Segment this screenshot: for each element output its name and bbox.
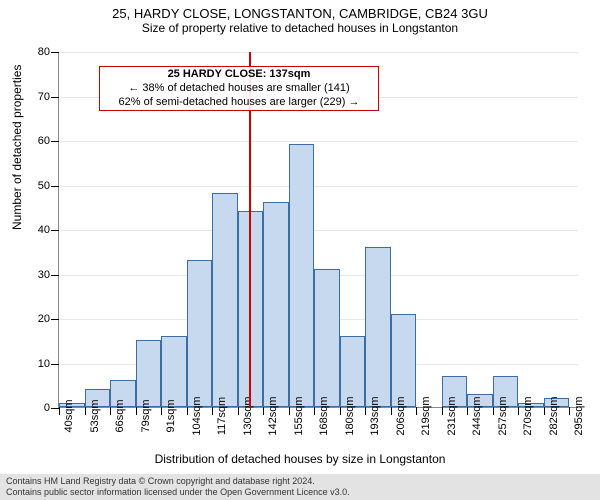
y-tick-label: 20 — [38, 313, 50, 325]
y-tick — [51, 319, 59, 320]
x-tick-label: 168sqm — [318, 396, 330, 435]
x-tick-label: 270sqm — [522, 396, 534, 435]
x-tick — [442, 407, 443, 415]
histogram-bar — [263, 202, 289, 407]
x-tick — [314, 407, 315, 415]
x-tick-label: 206sqm — [395, 396, 407, 435]
y-tick — [51, 230, 59, 231]
x-tick-label: 155sqm — [293, 396, 305, 435]
x-tick — [569, 407, 570, 415]
x-tick-label: 104sqm — [191, 396, 203, 435]
x-tick-label: 91sqm — [165, 399, 177, 432]
x-tick-label: 231sqm — [446, 396, 458, 435]
x-tick-label: 295sqm — [573, 396, 585, 435]
x-tick — [161, 407, 162, 415]
x-tick — [136, 407, 137, 415]
gridline — [59, 141, 578, 142]
histogram-bar — [314, 269, 340, 407]
x-tick — [467, 407, 468, 415]
x-tick — [340, 407, 341, 415]
y-tick — [51, 141, 59, 142]
y-tick-label: 60 — [38, 135, 50, 147]
x-tick-label: 257sqm — [497, 396, 509, 435]
x-tick-label: 130sqm — [242, 396, 254, 435]
y-tick — [51, 97, 59, 98]
histogram-bar — [187, 260, 213, 407]
histogram-bar — [136, 340, 162, 407]
x-tick-label: 117sqm — [216, 397, 228, 435]
x-tick — [238, 407, 239, 415]
info-line-larger: 62% of semi-detached houses are larger (… — [104, 96, 374, 110]
y-tick-label: 80 — [38, 46, 50, 58]
gridline — [59, 52, 578, 53]
chart-area: 0102030405060708040sqm53sqm66sqm79sqm91s… — [58, 52, 578, 408]
y-tick-label: 10 — [38, 358, 50, 370]
x-tick — [416, 407, 417, 415]
x-tick — [263, 407, 264, 415]
y-tick — [51, 52, 59, 53]
y-tick-label: 0 — [44, 402, 50, 414]
footer-line-2: Contains public sector information licen… — [6, 487, 594, 498]
y-axis-title: Number of detached properties — [10, 65, 24, 230]
x-tick-label: 142sqm — [267, 396, 279, 435]
x-tick — [187, 407, 188, 415]
chart-subtitle: Size of property relative to detached ho… — [0, 21, 600, 35]
y-tick — [51, 408, 59, 409]
x-tick-label: 66sqm — [114, 399, 126, 432]
histogram-bar — [161, 336, 187, 407]
x-tick-label: 180sqm — [344, 396, 356, 435]
histogram-bar — [391, 314, 417, 407]
y-tick — [51, 275, 59, 276]
y-tick — [51, 364, 59, 365]
chart-header: 25, HARDY CLOSE, LONGSTANTON, CAMBRIDGE,… — [0, 0, 600, 35]
info-line-subject: 25 HARDY CLOSE: 137sqm — [104, 68, 374, 82]
info-line-smaller: ← 38% of detached houses are smaller (14… — [104, 82, 374, 96]
x-tick — [518, 407, 519, 415]
x-tick-label: 53sqm — [89, 399, 101, 432]
gridline — [59, 186, 578, 187]
gridline — [59, 230, 578, 231]
x-tick-label: 79sqm — [140, 399, 152, 432]
histogram-bar — [212, 193, 238, 407]
x-tick — [212, 407, 213, 415]
x-tick-label: 282sqm — [548, 396, 560, 435]
histogram-bar — [365, 247, 391, 407]
footer-line-1: Contains HM Land Registry data © Crown c… — [6, 476, 594, 487]
x-tick-label: 40sqm — [63, 399, 75, 432]
x-tick — [391, 407, 392, 415]
x-tick-label: 219sqm — [420, 396, 432, 435]
x-tick — [365, 407, 366, 415]
x-tick-label: 193sqm — [369, 396, 381, 435]
x-tick — [493, 407, 494, 415]
y-tick-label: 40 — [38, 224, 50, 236]
x-tick — [544, 407, 545, 415]
y-tick-label: 30 — [38, 269, 50, 281]
info-box: 25 HARDY CLOSE: 137sqm ← 38% of detached… — [99, 66, 379, 111]
x-tick — [59, 407, 60, 415]
y-tick-label: 50 — [38, 180, 50, 192]
x-tick — [110, 407, 111, 415]
chart-title: 25, HARDY CLOSE, LONGSTANTON, CAMBRIDGE,… — [0, 6, 600, 21]
x-tick — [85, 407, 86, 415]
x-tick-label: 244sqm — [471, 396, 483, 435]
attribution-footer: Contains HM Land Registry data © Crown c… — [0, 474, 600, 500]
histogram-bar — [289, 144, 315, 407]
x-axis-title: Distribution of detached houses by size … — [0, 452, 600, 466]
plot-area: 0102030405060708040sqm53sqm66sqm79sqm91s… — [58, 52, 578, 408]
y-tick — [51, 186, 59, 187]
x-tick — [289, 407, 290, 415]
y-tick-label: 70 — [38, 91, 50, 103]
